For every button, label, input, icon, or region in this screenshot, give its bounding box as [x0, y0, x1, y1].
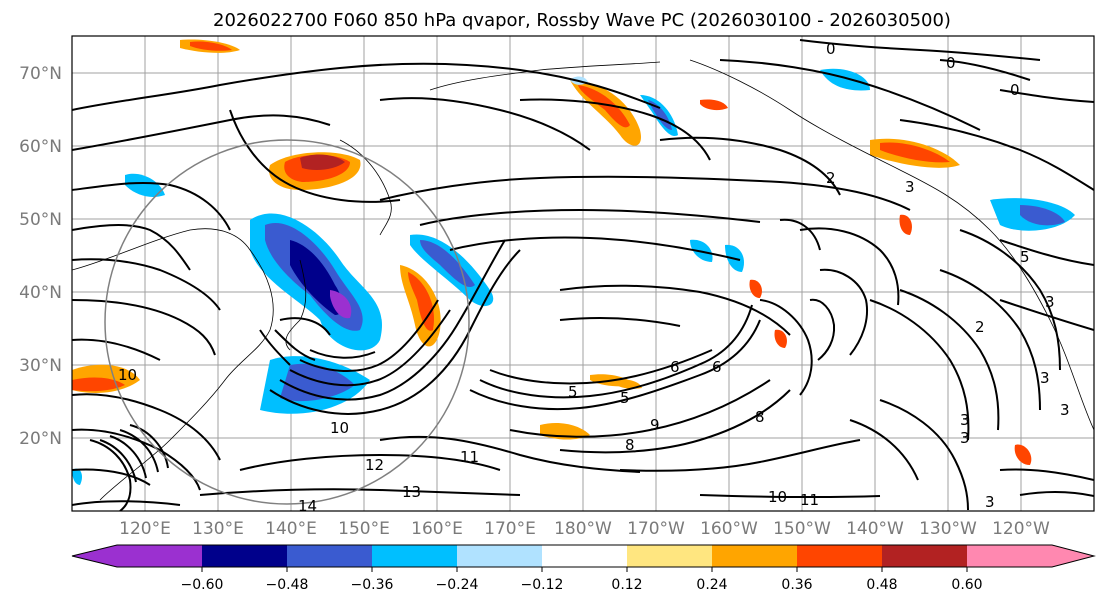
lon-label: 160°E [411, 519, 463, 539]
contour-label: 3 [985, 493, 995, 511]
colorbar-ticks [201, 567, 968, 572]
contour-label: 0 [946, 54, 956, 72]
colorbar-outline [71, 544, 1096, 568]
lat-label: 50°N [19, 210, 62, 230]
lon-label: 150°E [338, 519, 390, 539]
contour-label: 12 [365, 456, 384, 474]
lon-label: 120°E [119, 519, 171, 539]
lon-label: 170°W [627, 519, 685, 539]
colorbar-tick-label: −0.48 [266, 577, 309, 593]
contour-label: 14 [298, 497, 317, 515]
contour-label: 5 [568, 383, 578, 401]
contour-label: 5 [1020, 248, 1030, 266]
colorbar-swatch [882, 545, 967, 567]
colorbar-swatch [287, 545, 372, 567]
lat-label: 30°N [19, 356, 62, 376]
colorbar-tick-label: 0.48 [866, 577, 897, 593]
contour-label: 3 [960, 429, 970, 447]
contour-label: 3 [1040, 369, 1050, 387]
map-border [71, 35, 1095, 512]
lon-label: 140°W [846, 519, 904, 539]
reference-circle [104, 139, 470, 505]
colorbar-tick-label: 0.60 [951, 577, 982, 593]
contour-label: 2 [826, 169, 836, 187]
contour-label: 6 [670, 358, 680, 376]
colorbar-swatch [967, 545, 1052, 567]
colorbar-tick-label: 0.24 [696, 577, 727, 593]
lon-label: 170°E [484, 519, 536, 539]
longitude-labels: 120°E 130°E 140°E 150°E 160°E 170°E 180°… [119, 519, 1050, 539]
colorbar-swatch [372, 545, 457, 567]
colorbar-tick-label: 0.12 [611, 577, 642, 593]
contour-label: 8 [625, 436, 635, 454]
colorbar-swatch [627, 545, 712, 567]
contour-label: 11 [800, 491, 819, 509]
lat-label: 60°N [19, 137, 62, 157]
contour-label: 3 [1045, 293, 1055, 311]
lon-label: 160°W [700, 519, 758, 539]
colorbar-tick-label: −0.24 [436, 577, 479, 593]
colorbar: −0.60 −0.48 −0.36 −0.24 −0.12 0.12 0.24 … [71, 544, 1096, 593]
colorbar-swatch [797, 545, 882, 567]
lon-label: 150°W [773, 519, 831, 539]
map-title: 2026022700 F060 850 hPa qvapor, Rossby W… [213, 10, 951, 31]
colorbar-swatch [542, 545, 627, 567]
lon-label: 140°E [265, 519, 317, 539]
lon-label: 180°W [554, 519, 612, 539]
colorbar-tick-label: −0.60 [181, 577, 224, 593]
colorbar-tick-label: −0.12 [521, 577, 564, 593]
colorbar-swatch [457, 545, 542, 567]
contour-label: 6 [712, 358, 722, 376]
graticule [72, 36, 1094, 511]
latitude-labels: 70°N 60°N 50°N 40°N 30°N 20°N [19, 64, 62, 449]
lon-label: 130°E [192, 519, 244, 539]
contour-label: 3 [905, 178, 915, 196]
contour-label: 0 [1010, 81, 1020, 99]
contour-label: 0 [826, 40, 836, 58]
contour-label: 9 [650, 416, 660, 434]
colorbar-extend-low [72, 545, 117, 567]
contour-labels: 0 0 0 2 3 5 2 3 3 3 3 3 5 5 6 6 8 8 9 10… [118, 40, 1070, 515]
contour-label: 5 [620, 389, 630, 407]
colorbar-swatch [202, 545, 287, 567]
contour-label: 3 [960, 411, 970, 429]
lon-label: 130°W [919, 519, 977, 539]
contour-label: 2 [975, 318, 985, 336]
contour-label: 11 [460, 448, 479, 466]
lat-label: 70°N [19, 64, 62, 84]
contour-label: 10 [768, 488, 787, 506]
contour-label: 3 [1060, 401, 1070, 419]
lon-label: 120°W [992, 519, 1050, 539]
colorbar-swatch [117, 545, 202, 567]
map-content: 0 0 0 2 3 5 2 3 3 3 3 3 5 5 6 6 8 8 9 10… [72, 36, 1094, 515]
contour-label: 13 [402, 483, 421, 501]
colorbar-swatch [712, 545, 797, 567]
colorbar-tick-label: −0.36 [351, 577, 394, 593]
contour-label: 8 [755, 408, 765, 426]
rossby-contours [72, 39, 1094, 511]
colorbar-tick-label: 0.36 [781, 577, 812, 593]
lat-label: 20°N [19, 429, 62, 449]
contour-label: 10 [330, 419, 349, 437]
colorbar-extend-high [1052, 545, 1094, 567]
lat-label: 40°N [19, 283, 62, 303]
contour-label: 10 [118, 366, 137, 384]
